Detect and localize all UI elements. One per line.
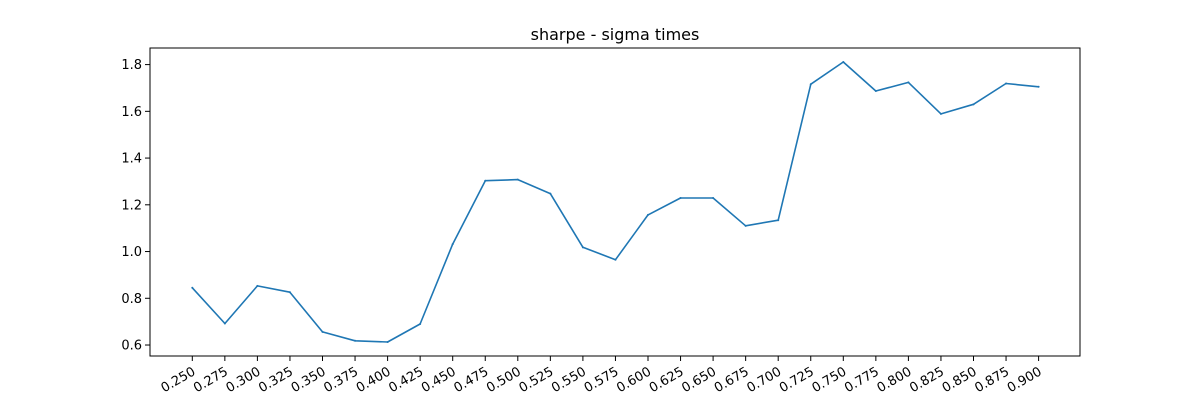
x-tick-label: 0.850 xyxy=(940,364,980,396)
x-tick-label: 0.900 xyxy=(1005,364,1045,396)
data-point xyxy=(614,258,617,261)
x-tick-label: 0.500 xyxy=(484,364,524,396)
y-tick-label: 0.8 xyxy=(121,292,142,307)
data-point xyxy=(354,339,357,342)
chart-title: sharpe - sigma times xyxy=(531,25,700,44)
y-tick-label: 1.0 xyxy=(121,245,142,260)
y-tick-label: 0.6 xyxy=(121,339,142,354)
data-point xyxy=(907,81,910,84)
x-tick-label: 0.275 xyxy=(191,364,231,396)
data-point xyxy=(842,61,845,64)
x-tick-label: 0.600 xyxy=(614,364,654,396)
plot-frame xyxy=(149,47,1081,357)
x-tick-label: 0.625 xyxy=(647,364,687,396)
data-point xyxy=(777,219,780,222)
data-point xyxy=(386,340,389,343)
data-point xyxy=(809,83,812,86)
x-tick-label: 0.475 xyxy=(452,364,492,396)
x-tick-label: 0.550 xyxy=(549,364,589,396)
x-tick-label: 0.825 xyxy=(907,364,947,396)
x-axis: 0.2500.2750.3000.3250.3500.3750.4000.425… xyxy=(159,356,1045,396)
x-tick-label: 0.750 xyxy=(810,364,850,396)
y-tick-label: 1.2 xyxy=(121,198,142,213)
data-point xyxy=(549,192,552,195)
data-point xyxy=(679,197,682,200)
data-point xyxy=(874,89,877,92)
x-tick-label: 0.675 xyxy=(712,364,752,396)
x-tick-label: 0.700 xyxy=(744,364,784,396)
x-tick-label: 0.775 xyxy=(842,364,882,396)
x-tick-label: 0.650 xyxy=(679,364,719,396)
data-point xyxy=(939,112,942,115)
x-tick-label: 0.375 xyxy=(321,364,361,396)
data-point xyxy=(321,330,324,333)
x-tick-label: 0.250 xyxy=(159,364,199,396)
data-point xyxy=(484,179,487,182)
x-tick-label: 0.575 xyxy=(582,364,622,396)
data-point xyxy=(1037,85,1040,88)
data-point xyxy=(191,286,194,289)
x-tick-label: 0.300 xyxy=(224,364,264,396)
x-tick-label: 0.800 xyxy=(875,364,915,396)
data-point xyxy=(712,197,715,200)
series-line xyxy=(191,61,1039,343)
data-point xyxy=(744,224,747,227)
data-point xyxy=(288,291,291,294)
data-point xyxy=(256,284,259,287)
x-tick-label: 0.425 xyxy=(386,364,426,396)
x-tick-label: 0.725 xyxy=(777,364,817,396)
series-layer xyxy=(191,61,1040,343)
x-tick-label: 0.350 xyxy=(289,364,329,396)
y-tick-label: 1.6 xyxy=(121,105,142,120)
data-point xyxy=(581,246,584,249)
data-point xyxy=(1005,82,1008,85)
data-point xyxy=(647,213,649,216)
y-tick-label: 1.4 xyxy=(121,152,142,167)
x-tick-label: 0.400 xyxy=(354,364,394,396)
data-point xyxy=(516,178,519,181)
data-point xyxy=(223,322,226,325)
y-tick-label: 1.8 xyxy=(121,58,142,73)
data-point xyxy=(419,322,422,325)
data-point xyxy=(972,103,975,106)
data-point xyxy=(451,243,454,246)
x-tick-label: 0.450 xyxy=(419,364,459,396)
x-tick-label: 0.325 xyxy=(256,364,296,396)
x-tick-label: 0.525 xyxy=(517,364,557,396)
x-tick-label: 0.875 xyxy=(972,364,1012,396)
y-axis: 0.6 0.8 1.0 1.2 1.4 1.6 1.8 xyxy=(121,58,150,354)
